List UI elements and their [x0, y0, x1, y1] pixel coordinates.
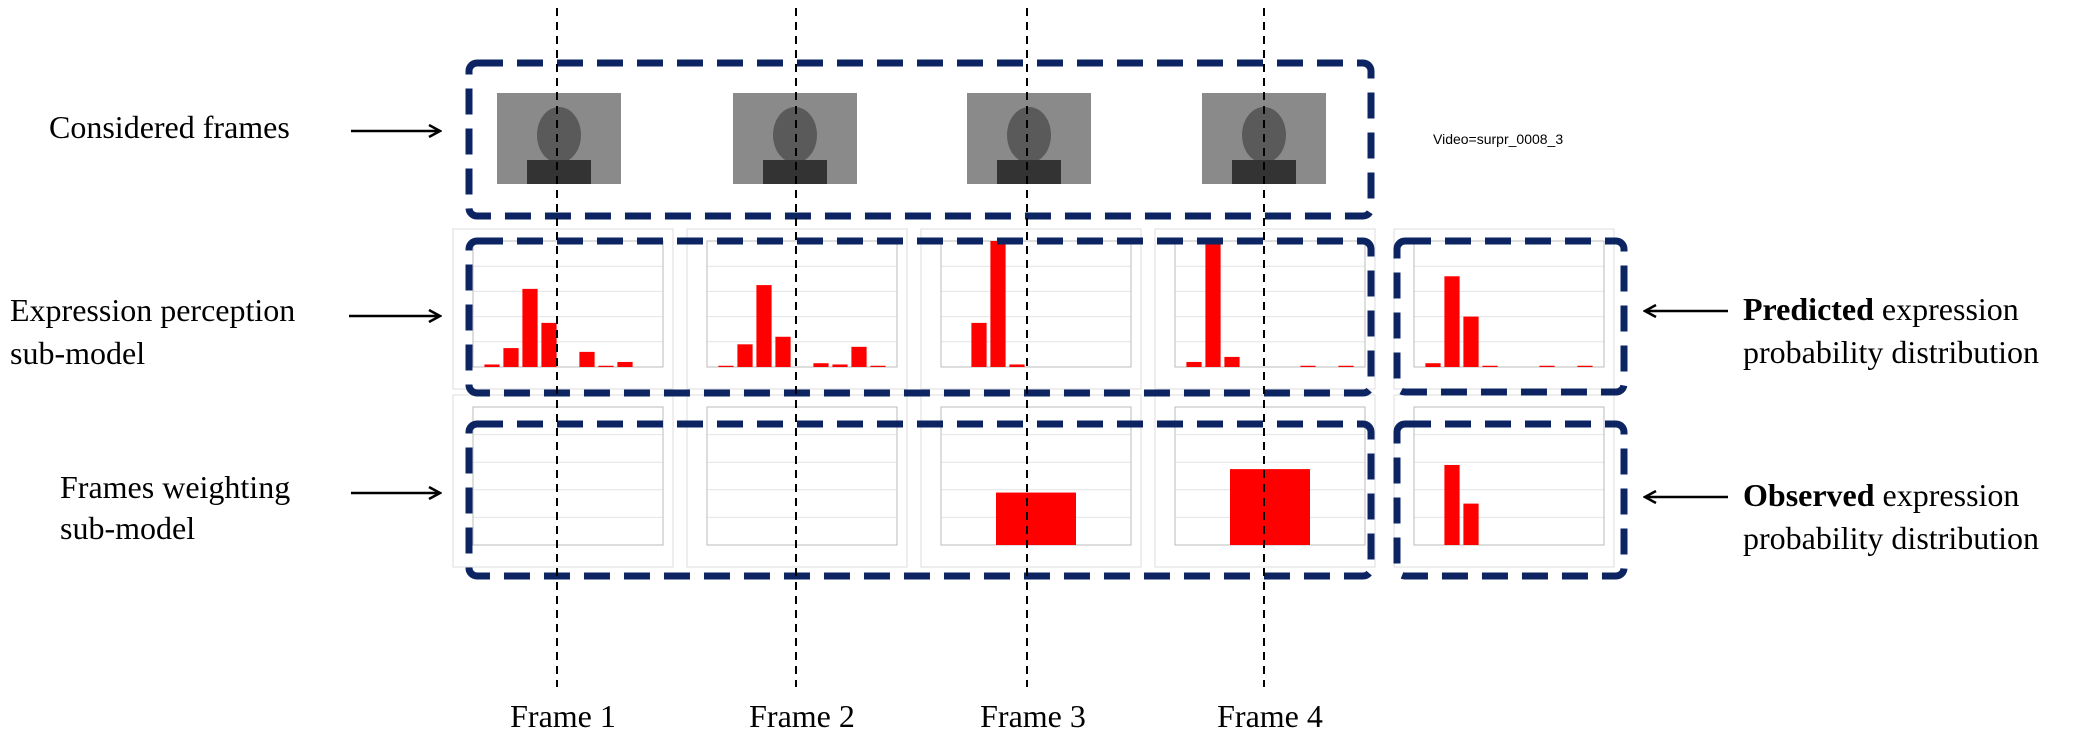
predicted-text: expression [1882, 291, 2019, 327]
bar [737, 344, 752, 367]
perception-label: sub-model [10, 335, 145, 371]
bar [541, 323, 556, 367]
bar [756, 285, 771, 367]
torso [527, 160, 591, 184]
bar [851, 347, 866, 367]
bar [775, 337, 790, 367]
weight-bar [1230, 469, 1310, 545]
considered-label: Considered frames [49, 109, 290, 145]
bar [1009, 364, 1024, 367]
bar [1300, 366, 1315, 367]
observed-label: Observed expression [1743, 477, 2019, 513]
bar [813, 363, 828, 367]
bar [503, 348, 518, 367]
bar [971, 323, 986, 367]
bar [1444, 276, 1459, 367]
predicted-label: Predicted expression [1743, 291, 2019, 327]
frame-label: Frame 2 [749, 698, 855, 731]
panels [453, 93, 1614, 567]
bar [598, 366, 613, 367]
bar [579, 352, 594, 367]
predicted-bold: Predicted [1743, 291, 1874, 327]
perception-label: Expression perception [10, 292, 295, 328]
bar [1338, 366, 1353, 367]
bar [1463, 317, 1478, 367]
bar [1425, 363, 1440, 367]
observed-label: probability distribution [1743, 520, 2039, 556]
observed-bold: Observed [1743, 477, 1875, 513]
bar [617, 362, 632, 367]
plot-panel [921, 229, 1141, 389]
bar [1205, 241, 1220, 367]
bar [1577, 366, 1592, 367]
frame-label: Frame 4 [1217, 698, 1323, 731]
bar [1224, 357, 1239, 367]
observed-text: expression [1883, 477, 2020, 513]
figure: Video=surpr_0008_3 Considered frames Exp… [0, 0, 2091, 731]
face [1007, 107, 1051, 163]
bar [1186, 362, 1201, 367]
video-label: Video=surpr_0008_3 [1433, 131, 1563, 147]
face [537, 107, 581, 163]
bar [1463, 504, 1478, 545]
weighting-label: sub-model [60, 510, 195, 546]
torso [997, 160, 1061, 184]
bar [832, 364, 847, 367]
bar [1444, 465, 1459, 545]
bar [522, 289, 537, 367]
bar [870, 366, 885, 367]
bar [1539, 366, 1554, 367]
frame-label: Frame 1 [510, 698, 616, 731]
weighting-label: Frames weighting [60, 469, 290, 505]
bar [718, 366, 733, 367]
frame-label: Frame 3 [980, 698, 1086, 731]
bar [484, 364, 499, 367]
weight-bar [996, 493, 1076, 545]
bar [1482, 366, 1497, 367]
bar [990, 241, 1005, 367]
predicted-label: probability distribution [1743, 334, 2039, 370]
